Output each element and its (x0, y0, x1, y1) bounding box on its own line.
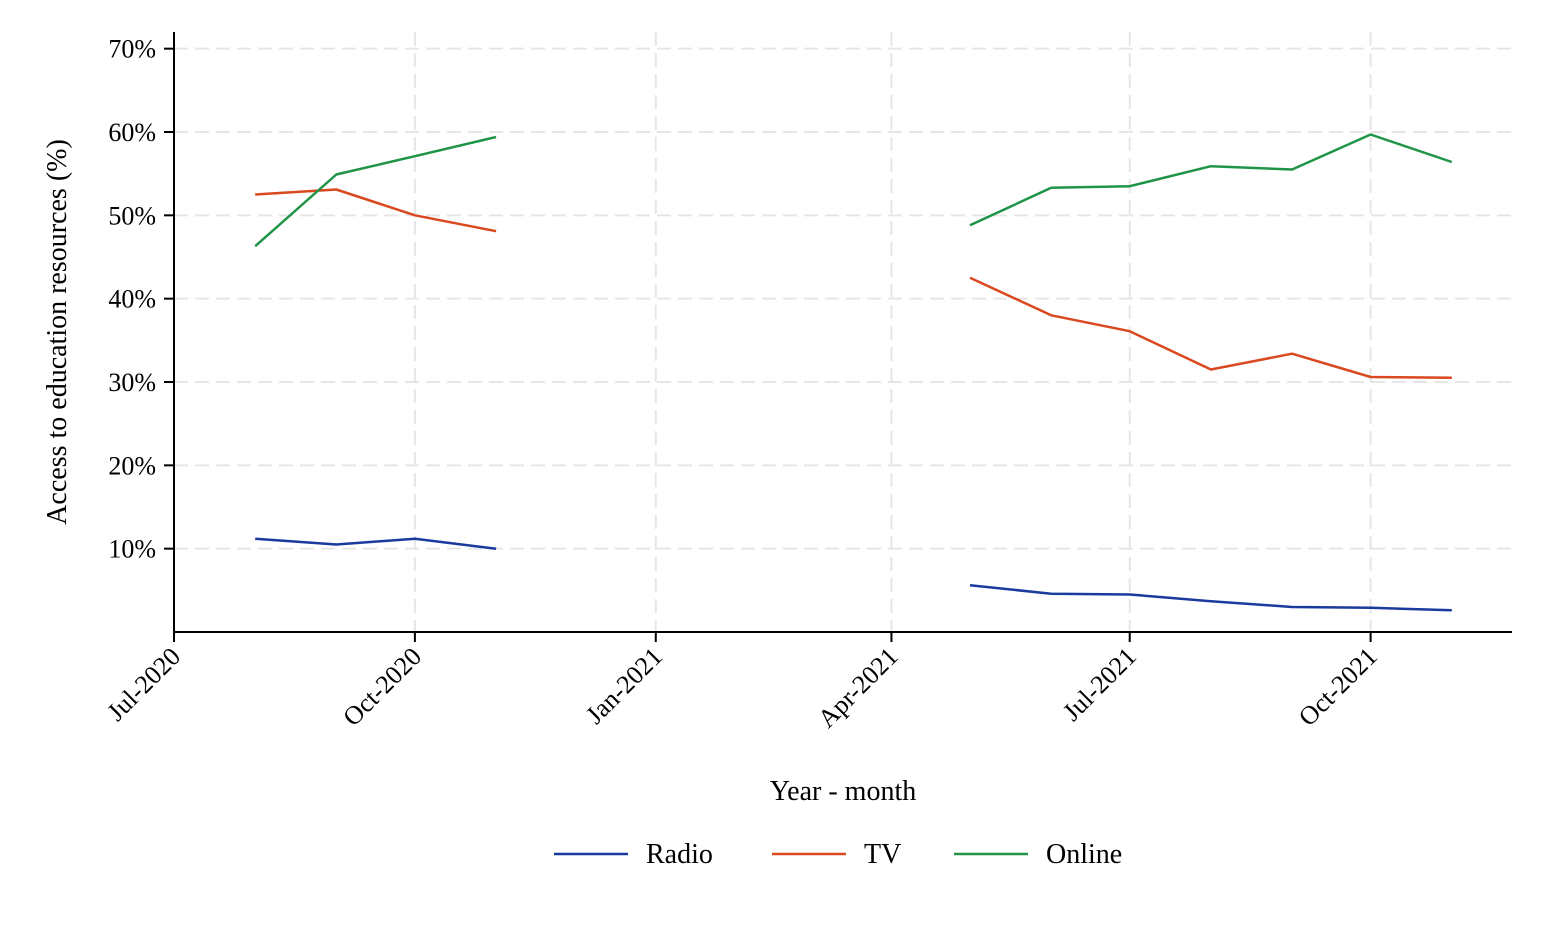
series-tv (255, 188, 1452, 380)
x-tick-label: Oct-2020 (337, 642, 427, 732)
legend-label: TV (864, 839, 901, 870)
series-line-tv (255, 188, 497, 233)
series-line-tv (969, 276, 1452, 380)
legend: Radio TV Online (554, 839, 1122, 870)
legend-item-online: Online (954, 839, 1122, 870)
x-tick-label: Jan-2021 (580, 642, 668, 730)
series-lines (254, 133, 1453, 612)
x-tick-label: Jul-2020 (101, 642, 186, 727)
y-tick-label: 40% (108, 285, 156, 314)
tick-labels: 10% 20% 30% 40% 50% 60% 70% Jul-2020 Oct-2020 Jan… (101, 35, 1382, 734)
y-tick-label: 20% (108, 451, 156, 480)
legend-item-radio: Radio (554, 839, 713, 870)
y-tick-label: 30% (108, 368, 156, 397)
legend-label: Radio (646, 839, 713, 870)
legend-item-tv: TV (772, 839, 901, 870)
x-tick-label: Jul-2021 (1057, 642, 1142, 727)
legend-label: Online (1046, 839, 1122, 870)
y-axis-title: Access to education resources (%) (42, 139, 73, 525)
series-line-radio (969, 584, 1452, 612)
y-tick-label: 50% (108, 201, 156, 230)
series-line-online (254, 135, 497, 248)
y-tick-label: 60% (108, 118, 156, 147)
series-line-online (969, 133, 1453, 227)
y-tick-label: 70% (108, 35, 156, 64)
series-line-radio (255, 537, 497, 550)
x-tick-label: Oct-2021 (1293, 642, 1383, 732)
x-tick-label: Apr-2021 (812, 642, 904, 734)
y-tick-label: 10% (108, 535, 156, 564)
series-online (254, 133, 1453, 248)
x-axis-title: Year - month (770, 776, 916, 807)
series-radio (255, 537, 1452, 612)
